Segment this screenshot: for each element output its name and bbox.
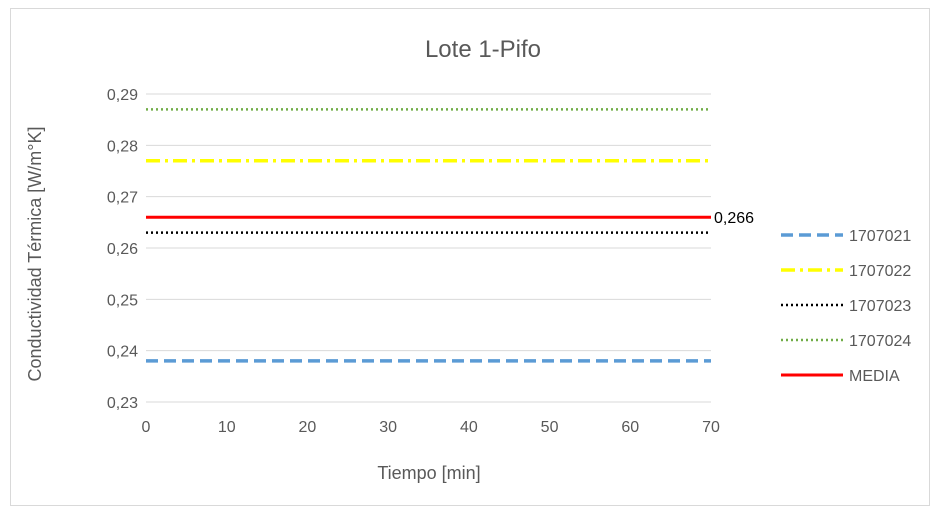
legend-label-media: MEDIA (849, 368, 900, 385)
chart-frame: Lote 1-Pifo 0,23 0,24 0,25 0,26 0,27 0,28 0,29… (10, 8, 930, 506)
chart-svg: Lote 1-Pifo 0,23 0,24 0,25 0,26 0,27 0,28 0,29… (25, 36, 911, 483)
legend-label-1707024: 1707024 (849, 333, 911, 350)
legend: 1707021 1707022 1707023 1707024 MEDIA (781, 228, 911, 385)
y-tick-label: 0,26 (107, 241, 138, 258)
y-tick-label: 0,24 (107, 344, 138, 361)
legend-label-1707022: 1707022 (849, 263, 911, 280)
x-tick-label: 50 (541, 419, 559, 436)
legend-label-1707023: 1707023 (849, 298, 911, 315)
annotation-layer: 0,266 (714, 210, 754, 227)
x-axis-title: Tiempo [min] (377, 463, 480, 483)
x-tick-label: 60 (621, 419, 639, 436)
grid-layer (146, 93, 711, 403)
x-tick-label: 20 (299, 419, 317, 436)
y-tick-label: 0,29 (107, 87, 138, 104)
y-tick-label: 0,25 (107, 292, 138, 309)
y-tick-label: 0,27 (107, 190, 138, 207)
x-tick-labels: 0 10 20 30 40 50 60 70 (142, 419, 720, 436)
y-tick-label: 0,28 (107, 138, 138, 155)
chart-title: Lote 1-Pifo (425, 36, 541, 63)
legend-label-1707021: 1707021 (849, 228, 911, 245)
x-tick-label: 10 (218, 419, 236, 436)
y-tick-label: 0,23 (107, 395, 138, 412)
y-tick-labels: 0,23 0,24 0,25 0,26 0,27 0,28 0,29 (107, 87, 138, 412)
x-tick-label: 30 (379, 419, 397, 436)
x-tick-label: 70 (702, 419, 720, 436)
series-layer (146, 108, 711, 363)
y-axis-title: Conductividad Térmica [W/m°K] (25, 127, 45, 382)
x-tick-label: 40 (460, 419, 478, 436)
data-label-media: 0,266 (714, 210, 754, 227)
x-tick-label: 0 (142, 419, 151, 436)
